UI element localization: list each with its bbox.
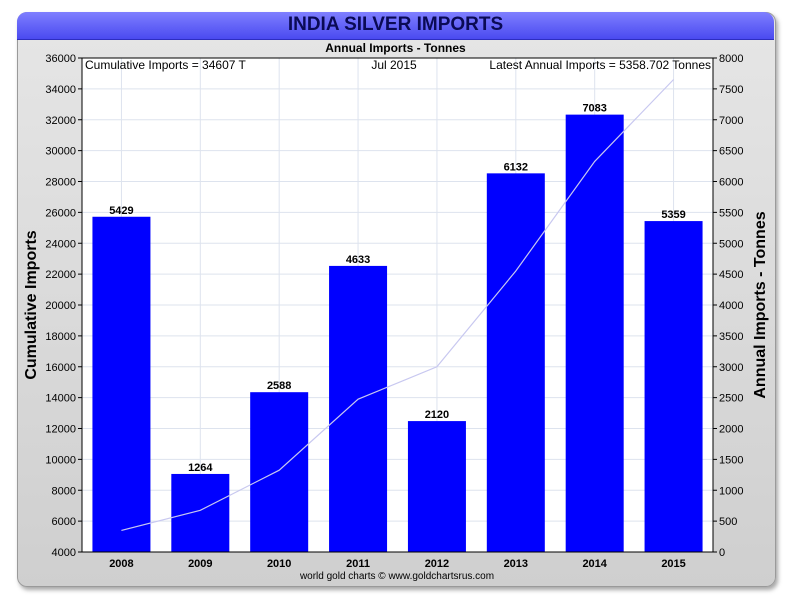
bar-2015 [644,221,703,552]
y2-tick-label: 5000 [719,238,743,250]
y2-tick-label: 2500 [719,393,743,405]
y2-tick-label: 7000 [719,115,743,127]
data-label-2015: 5359 [661,209,685,221]
y-tick-label: 26000 [45,207,76,219]
y-tick-label: 12000 [45,424,76,436]
y-tick-label: 36000 [45,53,76,65]
y-tick-label: 16000 [45,362,76,374]
bar-2012 [407,421,466,552]
y2-tick-label: 6000 [719,177,743,189]
bar-2011 [329,265,388,552]
y-tick-label: 6000 [52,516,76,528]
y-tick-label: 28000 [45,177,76,189]
data-label-2013: 6132 [504,161,528,173]
info-latest: Latest Annual Imports = 5358.702 Tonnes [489,58,711,72]
bar-2009 [171,473,230,552]
y-tick-label: 18000 [45,331,76,343]
y2-tick-label: 7500 [719,84,743,96]
x-tick-label: 2010 [267,558,291,570]
info-date: Jul 2015 [371,58,417,72]
y-tick-label: 14000 [45,393,76,405]
y-tick-label: 20000 [45,300,76,312]
data-label-2012: 2120 [425,409,449,421]
y-tick-label: 30000 [45,146,76,158]
plot-frame [81,57,714,553]
y-tick-label: 8000 [52,485,76,497]
y2-tick-label: 3000 [719,362,743,374]
y2-tick-label: 8000 [719,53,743,65]
data-label-2014: 7083 [582,103,606,115]
y-tick-label: 22000 [45,269,76,281]
x-tick-label: 2015 [661,558,685,570]
y2-tick-label: 4500 [719,269,743,281]
data-label-2010: 2588 [267,380,291,392]
y2-axis-title: Annual Imports - Tonnes [752,211,769,398]
cumulative-line [121,79,675,531]
y-tick-label: 24000 [45,238,76,250]
x-tick-label: 2014 [582,558,607,570]
y2-tick-label: 500 [719,516,737,528]
bar-2008 [92,216,151,552]
x-tick-label: 2012 [425,558,449,570]
bar-2014 [565,114,624,552]
y2-tick-label: 3500 [719,331,743,343]
data-label-2009: 1264 [188,462,213,474]
y2-tick-label: 1000 [719,485,743,497]
y2-tick-label: 0 [719,547,725,559]
bar-2013 [486,173,545,552]
info-cumulative: Cumulative Imports = 34607 T [85,58,247,72]
y-tick-label: 10000 [45,454,76,466]
title-bar [17,12,774,40]
y2-tick-label: 1500 [719,454,743,466]
x-tick-label: 2008 [109,558,133,570]
y2-tick-label: 4000 [719,300,743,312]
x-tick-label: 2013 [504,558,528,570]
y-tick-label: 34000 [45,84,76,96]
y2-tick-label: 6500 [719,146,743,158]
data-label-2011: 4633 [346,254,370,266]
chart-title: INDIA SILVER IMPORTS [287,14,504,35]
chart-subtitle: Annual Imports - Tonnes [325,41,466,55]
x-tick-label: 2009 [188,558,212,570]
y-axis-title: Cumulative Imports [23,230,40,379]
y2-tick-label: 2000 [719,424,743,436]
data-label-2008: 5429 [109,205,133,217]
y2-tick-label: 5500 [719,207,743,219]
bar-2010 [250,392,309,552]
footer-credit: world gold charts © www.goldchartsrus.co… [299,571,494,582]
y-tick-label: 4000 [52,547,76,559]
x-tick-label: 2011 [346,558,370,570]
y-tick-label: 32000 [45,115,76,127]
